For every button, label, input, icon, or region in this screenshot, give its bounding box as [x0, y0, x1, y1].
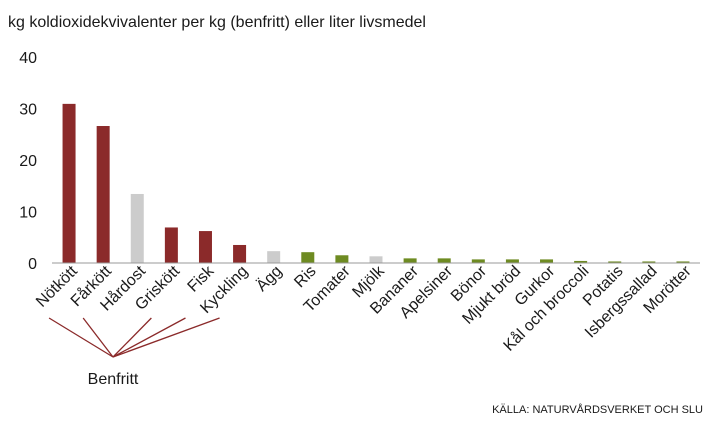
source-note: KÄLLA: NATURVÅRDSVERKET OCH SLU — [492, 403, 703, 416]
bar-hårdost — [130, 193, 144, 263]
y-axis: 0 10 20 30 40 — [19, 50, 37, 273]
bar-bananer — [403, 258, 417, 263]
bar-ris — [301, 252, 315, 263]
bar-gurkor — [540, 259, 554, 263]
bar-kyckling — [233, 244, 247, 263]
annotation-line-fårkött — [82, 317, 114, 358]
y-tick-label-10: 10 — [19, 205, 37, 222]
bar-griskött — [164, 227, 178, 263]
bar-tomater — [335, 255, 349, 263]
bar-isbergssallad — [642, 261, 656, 263]
bar-potatis — [608, 261, 622, 263]
y-tick-label-30: 30 — [19, 102, 37, 119]
bar-mjölk — [369, 256, 383, 263]
x-tick-label-ris: Ris — [291, 263, 319, 291]
y-tick-label-20: 20 — [19, 153, 37, 170]
annotation-line-fisk — [112, 317, 186, 358]
bar-bönor — [471, 259, 485, 263]
bars — [62, 103, 690, 264]
x-tick-label-ägg: Ägg — [253, 262, 286, 295]
bar-apelsiner — [437, 258, 451, 263]
annotation-line-nötkött — [48, 317, 114, 358]
y-tick-label-40: 40 — [19, 50, 37, 67]
bar-ägg — [267, 251, 281, 263]
benfritt-annotation: Benfritt — [48, 317, 220, 388]
bar-fårkött — [96, 126, 110, 263]
chart-title: kg koldioxidekvivalenter per kg (benfrit… — [8, 14, 426, 31]
annotation-label: Benfritt — [88, 371, 139, 388]
bar-nötkött — [62, 103, 76, 264]
bar-fisk — [198, 231, 212, 263]
y-tick-label-0: 0 — [28, 256, 37, 273]
bar-mjukt-bröd — [505, 259, 519, 263]
annotation-line-kyckling — [112, 317, 220, 358]
bar-morötter — [676, 261, 690, 263]
bar-kål-och-broccoli — [574, 260, 588, 263]
annotation-line-griskött — [112, 317, 152, 358]
